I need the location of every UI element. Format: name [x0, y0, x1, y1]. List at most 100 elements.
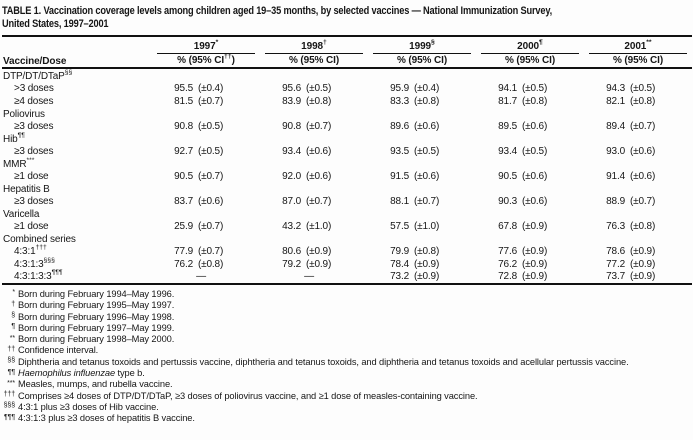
confidence-interval: (±0.9) [522, 246, 548, 258]
table-row: 4:3:1:3§§§ 76.2 (±0.8) 79.2 (±0.9) 78.4 (±0.9)… [2, 257, 692, 271]
data-cell: 81.5 (±0.7) [152, 96, 260, 107]
footnote-text: 4:3:1:3 plus ≥3 doses of hepatitis B vac… [18, 413, 195, 424]
row-label: ≥1 dose [14, 171, 49, 183]
data-cell: 89.5 (±0.6) [476, 121, 584, 132]
row-label: ≥3 doses [14, 121, 54, 133]
confidence-interval: (±0.8) [630, 221, 656, 233]
data-cell: 90.5 (±0.6) [476, 171, 584, 182]
row-group-label: MMR*** [3, 156, 35, 170]
coverage-value: 90.5 [174, 171, 193, 183]
footnotes-section: * Born during February 1994–May 1996. † Bor… [2, 289, 692, 425]
footnote-text: Haemophilus influenzae type b. [18, 368, 145, 379]
footnote-ref: †† [224, 53, 232, 61]
data-cell: 76.2 (±0.9) [476, 259, 584, 270]
confidence-interval: (±0.6) [306, 171, 332, 183]
confidence-interval: (±0.8) [306, 95, 332, 107]
coverage-value: 78.6 [606, 246, 625, 258]
row-label: 4:3:1††† [14, 244, 47, 258]
data-cell: — [152, 271, 260, 282]
table-row-group: Varicella [2, 208, 692, 221]
coverage-value: 83.7 [174, 196, 193, 208]
data-cell: 78.4 (±0.9) [368, 259, 476, 270]
data-cell: 76.2 (±0.8) [152, 259, 260, 270]
coverage-value: 93.4 [498, 146, 517, 158]
confidence-interval: (±0.7) [198, 171, 224, 183]
coverage-value: 88.9 [606, 196, 625, 208]
column-subheader: % (95% CI) [396, 54, 448, 66]
confidence-interval: (±0.8) [630, 95, 656, 107]
footnote-marker: † [11, 300, 15, 308]
coverage-value: 95.6 [282, 83, 301, 95]
coverage-value: 89.5 [498, 121, 517, 133]
vaccine-dose-header: Vaccine/Dose [3, 55, 67, 67]
footnote-text: Born during February 1998–May 2000. [18, 334, 175, 345]
footnote-text: Born during February 1996–May 1998. [18, 311, 175, 322]
footnote: ** Born during February 1998–May 2000. [2, 334, 692, 345]
table-title-line1: TABLE 1. Vaccination coverage levels amo… [2, 5, 553, 17]
footnote-marker: ¶ [11, 323, 15, 331]
data-cell: 88.9 (±0.7) [584, 196, 692, 207]
coverage-value: 57.5 [390, 221, 409, 233]
confidence-interval: (±0.7) [198, 221, 224, 233]
footnote: * Born during February 1994–May 1996. [2, 289, 692, 300]
header-rule [2, 66, 692, 69]
footnote-text: Confidence interval. [18, 345, 99, 356]
data-cell: 88.1 (±0.7) [368, 196, 476, 207]
table-bottom-rule [2, 282, 692, 285]
year-header: 1997* [152, 39, 260, 54]
confidence-interval: (±0.5) [198, 121, 224, 133]
coverage-value: 80.6 [282, 246, 301, 258]
coverage-value: 77.6 [498, 246, 517, 258]
footnote: ¶ Born during February 1997–May 1999. [2, 323, 692, 334]
footnote-text: Measles, mumps, and rubella vaccine. [18, 379, 173, 390]
confidence-interval: (±0.8) [414, 246, 440, 258]
confidence-interval: (±0.5) [630, 83, 656, 95]
footnote-text: Born during February 1997–May 1999. [18, 322, 175, 333]
row-group-label: Varicella [3, 208, 40, 220]
coverage-value: 89.6 [390, 121, 409, 133]
confidence-interval: (±0.5) [198, 146, 224, 158]
coverage-value: 77.2 [606, 258, 625, 270]
footnote-ref: ** [646, 39, 652, 47]
data-cell: 94.3 (±0.5) [584, 83, 692, 94]
footnote-marker: §§§ [3, 402, 15, 410]
data-cell: 94.1 (±0.5) [476, 83, 584, 94]
confidence-interval: (±0.8) [198, 258, 224, 270]
no-data-dash: — [196, 271, 206, 283]
confidence-interval: (±0.6) [630, 171, 656, 183]
data-cell: 90.8 (±0.5) [152, 121, 260, 132]
coverage-value: 93.5 [390, 146, 409, 158]
data-cell: 25.9 (±0.7) [152, 221, 260, 232]
coverage-value: 79.9 [390, 246, 409, 258]
row-label: 4:3:1:3:3¶¶¶ [14, 269, 63, 283]
confidence-interval: (±0.7) [306, 121, 332, 133]
year-header: 2000¶ [476, 39, 584, 54]
coverage-value: 90.8 [174, 121, 193, 133]
coverage-value: 88.1 [390, 196, 409, 208]
footnote-marker: ¶¶¶ [4, 413, 15, 421]
data-cell: 90.8 (±0.7) [260, 121, 368, 132]
table-row: ≥3 doses 92.7 (±0.5) 93.4 (±0.6) 93.5 (±0.5) 93… [2, 145, 692, 158]
coverage-value: 93.4 [282, 146, 301, 158]
year-header: 1999§ [368, 39, 476, 54]
table-title-line2: United States, 1997–2001 [2, 18, 109, 31]
coverage-value: 83.3 [390, 95, 409, 107]
footnote-ref: § [431, 39, 435, 47]
coverage-value: 91.4 [606, 171, 625, 183]
confidence-interval: (±1.0) [306, 221, 332, 233]
coverage-value: 77.9 [174, 246, 193, 258]
data-cell: 79.9 (±0.8) [368, 246, 476, 257]
table-title: TABLE 1. Vaccination coverage levels amo… [2, 5, 692, 31]
coverage-value: 76.3 [606, 221, 625, 233]
coverage-value: 43.2 [282, 221, 301, 233]
table-row-group: Combined series [2, 233, 692, 246]
data-cell: 93.4 (±0.6) [260, 146, 368, 157]
confidence-interval: (±0.4) [414, 83, 440, 95]
confidence-interval: (±0.5) [306, 83, 332, 95]
table-row-group: Hib¶¶ [2, 132, 692, 146]
data-cell: 67.8 (±0.9) [476, 221, 584, 232]
table-row: 4:3:1††† 77.9 (±0.7) 80.6 (±0.9) 79.9 (±0.8) 77… [2, 244, 692, 258]
table-row: >3 doses 95.5 (±0.4) 95.6 (±0.5) 95.9 (±0.4) 94… [2, 83, 692, 96]
footnote-ref: *** [26, 156, 35, 164]
coverage-value: 90.5 [498, 171, 517, 183]
